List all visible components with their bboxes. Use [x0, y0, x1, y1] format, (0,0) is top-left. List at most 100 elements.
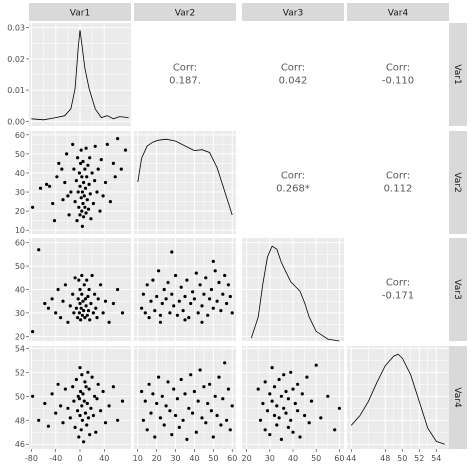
scatter-point [149, 299, 153, 303]
scatter-point [270, 399, 274, 403]
scatter-point [286, 397, 290, 401]
scatter-point [94, 430, 98, 434]
correlation-label: Corr: [386, 171, 410, 182]
y-tick-label: 46 [15, 440, 25, 449]
scatter-point [101, 389, 105, 394]
panel-background [347, 131, 449, 234]
panel-r1-c2: Corr: 0.268* [242, 131, 344, 234]
scatter-point [81, 299, 85, 303]
scatter-point [179, 285, 183, 289]
scatter-point [77, 311, 81, 315]
scatter-point [211, 306, 215, 310]
scatter-point [103, 421, 108, 425]
scatter-point [209, 409, 213, 413]
scatter-point [37, 418, 41, 422]
x-tick-label: -80 [25, 454, 38, 463]
panel-background [347, 346, 449, 449]
scatter-point [172, 387, 176, 391]
scatter-point [206, 401, 210, 406]
scatter-point [73, 425, 77, 429]
scatter-point [67, 213, 71, 217]
scatter-point [72, 167, 76, 171]
panel-r0-c1: Corr: 0.187. [134, 23, 236, 126]
scatter-point [82, 283, 86, 287]
scatter-point [76, 156, 80, 160]
scatter-point [80, 224, 84, 228]
y-tick-label: 0.01 [7, 86, 25, 95]
scatter-point [196, 399, 200, 403]
x-tick-label: 48 [380, 454, 390, 463]
scatter-point [93, 144, 97, 148]
scatter-point [153, 309, 157, 313]
scatter-point [160, 394, 164, 398]
scatter-point [277, 377, 281, 382]
scatter-point [279, 437, 283, 441]
scatter-point [74, 306, 78, 310]
density-curve [137, 138, 233, 216]
panel-r0-c0 [29, 23, 131, 126]
scatter-point [74, 179, 78, 183]
scatter-point [86, 207, 91, 211]
scatter-point [93, 394, 97, 398]
scatter-point [289, 418, 293, 422]
correlation-label: Corr: [281, 63, 305, 74]
scatter-point [217, 375, 221, 379]
scatter-point [149, 411, 153, 415]
scatter-point [80, 373, 84, 377]
scatter-point [85, 175, 89, 179]
scatter-point [200, 320, 204, 324]
x-tick-label: 40 [99, 454, 109, 463]
scatter-point [164, 404, 168, 408]
scatter-point [183, 392, 187, 396]
scatter-point [275, 423, 279, 427]
scatter-point [85, 313, 89, 317]
y-tick-label: 20 [15, 332, 25, 341]
scatter-point [263, 428, 267, 432]
scatter-point [66, 406, 70, 410]
scatter-point [140, 389, 144, 394]
panel-r2-c1 [134, 238, 236, 341]
scatter-point [183, 318, 187, 322]
scatter-point [79, 306, 83, 310]
scatter-point [143, 399, 147, 403]
scatter-point [213, 394, 217, 398]
scatter-point [83, 186, 88, 190]
scatter-point [162, 423, 166, 427]
scatter-point [99, 409, 103, 413]
scatter-point [30, 394, 35, 398]
scatter-point [85, 278, 89, 282]
y-tick-label: 52 [15, 368, 25, 377]
scatter-point [296, 382, 300, 386]
scatter-point [230, 311, 234, 315]
scatter-point [38, 186, 43, 190]
panel-r1-c1 [134, 131, 236, 234]
scatter-point [86, 294, 90, 299]
scatter-point [80, 313, 84, 317]
row-strip-label: Var2 [452, 172, 462, 192]
scatter-point [175, 397, 179, 401]
correlation-label: Corr: [281, 171, 305, 182]
row-strip-label: Var4 [452, 387, 462, 408]
scatter-point [46, 306, 51, 310]
x-tick-label: 50 [397, 454, 407, 463]
x-tick-label: 30 [170, 454, 180, 463]
scatter-point [160, 301, 164, 306]
y-tick-label: 50 [15, 150, 25, 159]
scatter-point [270, 366, 274, 370]
scatter-point [66, 320, 70, 324]
y-tick-label: 0.00 [7, 117, 25, 126]
scatter-point [85, 401, 89, 406]
scatter-point [309, 399, 314, 403]
scatter-point [226, 387, 230, 391]
scatter-point [155, 401, 159, 406]
scatter-point [101, 194, 105, 198]
scatter-point [181, 309, 185, 313]
scatter-point [221, 292, 225, 296]
scatter-point [293, 401, 297, 406]
scatter-point [228, 428, 232, 432]
scatter-point [77, 171, 81, 175]
scatter-point [284, 411, 288, 415]
scatter-point [66, 194, 70, 198]
scatter-point [86, 416, 91, 420]
scatter-point [87, 387, 91, 391]
